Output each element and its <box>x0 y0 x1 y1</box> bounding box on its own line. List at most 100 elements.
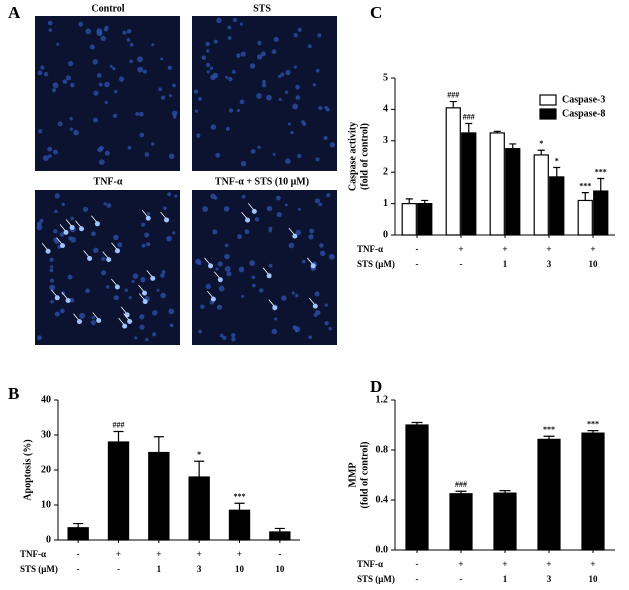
nucleus <box>319 250 326 257</box>
panel-letter: D <box>370 377 382 396</box>
nucleus <box>48 154 52 159</box>
nucleus <box>172 115 177 119</box>
apoptotic-cell <box>164 217 170 223</box>
nucleus <box>142 69 147 74</box>
nucleus <box>168 308 175 315</box>
arrow <box>160 211 166 219</box>
nucleus <box>201 55 207 60</box>
arrow <box>306 257 313 265</box>
nucleus <box>224 253 230 260</box>
nucleus <box>206 70 210 74</box>
nucleus <box>194 109 199 113</box>
nucleus <box>295 95 301 100</box>
nucleus <box>67 274 73 280</box>
nucleus <box>257 54 263 60</box>
nucleus <box>152 332 157 337</box>
nucleus <box>271 328 278 335</box>
nucleus <box>129 59 133 64</box>
nucleus <box>101 270 107 276</box>
nucleus <box>139 132 145 138</box>
condition-name: TNF-α <box>20 549 46 559</box>
bar <box>417 203 433 236</box>
nucleus <box>114 89 118 94</box>
nucleus <box>218 285 225 292</box>
nucleus <box>231 333 236 338</box>
apoptotic-cell <box>60 243 66 249</box>
nucleus <box>205 41 210 47</box>
bar <box>449 493 473 551</box>
apoptotic-cell <box>310 263 316 269</box>
nucleus <box>169 323 174 328</box>
y-axis-label: (fold of control) <box>359 441 370 508</box>
nucleus <box>174 194 178 198</box>
nucleus <box>193 89 199 94</box>
error-bar <box>449 100 457 108</box>
apoptotic-cell <box>96 317 102 323</box>
nucleus <box>200 304 205 309</box>
bar <box>581 432 605 551</box>
bar <box>493 492 517 551</box>
condition-label: 1 <box>503 574 508 584</box>
nucleus <box>100 35 106 42</box>
nucleus <box>103 202 107 206</box>
apoptotic-cell <box>272 305 278 311</box>
nucleus <box>324 321 329 326</box>
arrow <box>61 292 68 299</box>
condition-label: - <box>278 549 281 559</box>
nucleus <box>139 324 145 330</box>
nucleus <box>109 64 113 68</box>
error-bar <box>553 166 561 177</box>
panel-letter: B <box>8 384 19 403</box>
apoptotic-cell <box>76 319 82 325</box>
error-bar <box>493 130 501 133</box>
nucleus <box>50 299 54 304</box>
nucleus <box>287 122 291 126</box>
nucleus <box>79 312 86 319</box>
nucleus <box>104 100 108 105</box>
arrow <box>207 290 213 298</box>
error-bar <box>543 435 555 440</box>
nucleus <box>319 243 324 248</box>
image-caption: TNF-α <box>94 176 123 187</box>
bar <box>269 531 291 541</box>
nucleus <box>104 150 110 156</box>
significance-label: ### <box>455 480 467 489</box>
nucleus <box>274 317 278 321</box>
nucleus <box>213 39 218 44</box>
condition-name: TNF-α <box>357 244 383 254</box>
condition-label: + <box>458 559 463 569</box>
nucleus <box>198 329 203 334</box>
nucleus <box>210 124 217 130</box>
nucleus <box>160 57 164 61</box>
nucleus <box>250 149 256 154</box>
nucleus <box>166 235 172 242</box>
image-caption: Control <box>91 3 124 14</box>
nucleus <box>232 17 238 23</box>
bar <box>537 438 561 551</box>
condition-label: - <box>416 259 419 269</box>
apoptotic-cell <box>124 312 130 318</box>
nucleus <box>160 95 166 100</box>
nucleus <box>256 93 262 99</box>
apoptotic-cell <box>65 298 71 304</box>
condition-label: - <box>117 564 120 574</box>
nucleus <box>260 51 266 57</box>
nucleus <box>257 40 262 46</box>
nucleus <box>113 295 119 301</box>
nucleus <box>146 242 151 247</box>
apoptotic-cell <box>145 215 151 221</box>
nucleus <box>324 105 328 110</box>
nucleus <box>224 243 229 248</box>
nucleus <box>240 160 247 167</box>
nucleus <box>281 295 287 301</box>
nucleus <box>85 288 90 294</box>
bar <box>148 451 170 541</box>
nucleus <box>301 120 305 124</box>
nucleus <box>294 326 301 333</box>
micrograph <box>35 190 180 345</box>
bar <box>489 132 505 236</box>
apoptotic-cell <box>63 229 69 235</box>
nucleus <box>241 194 246 199</box>
nucleus <box>314 291 320 297</box>
nucleus <box>213 196 218 200</box>
